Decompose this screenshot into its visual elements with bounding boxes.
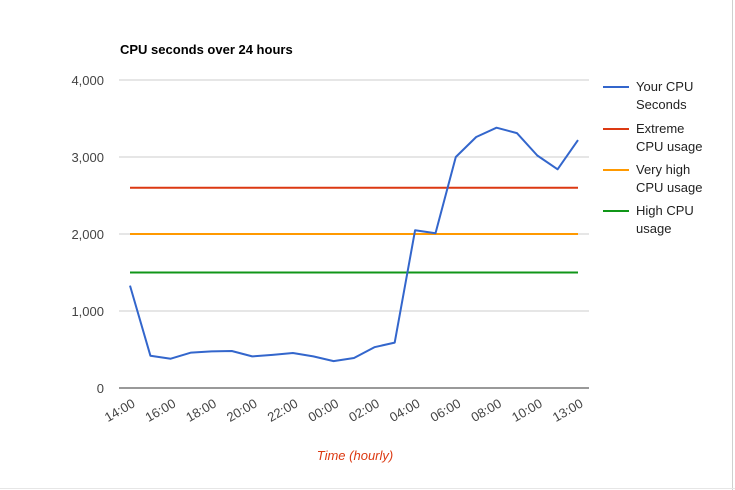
plot-series: [129, 126, 579, 363]
y-tick-label: 1,000: [71, 304, 104, 319]
x-axis-ticks: 14:00 16:00 18:00 20:00 22:00 00:00 02:00 04:00…: [102, 396, 586, 425]
x-tick-label: 06:00: [428, 396, 464, 425]
window-edge-right: [732, 0, 733, 490]
x-tick-label: 10:00: [509, 396, 545, 425]
y-axis-ticks: 0 1,000 2,000 3,000 4,000: [71, 73, 104, 396]
x-tick-label: 04:00: [387, 396, 423, 425]
legend-label: CPU usage: [636, 180, 702, 195]
x-tick-label: 08:00: [468, 396, 504, 425]
x-tick-label: 22:00: [265, 396, 301, 425]
legend-label: Very high: [636, 162, 690, 177]
x-tick-label: 14:00: [102, 396, 138, 425]
x-tick-label: 13:00: [550, 396, 586, 425]
legend-label: usage: [636, 221, 671, 236]
y-tick-label: 4,000: [71, 73, 104, 88]
window-edge-bottom: [0, 488, 735, 489]
legend-label: Your CPU: [636, 79, 693, 94]
legend-label: Extreme: [636, 121, 684, 136]
y-tick-label: 0: [97, 381, 104, 396]
legend: Your CPU Seconds Extreme CPU usage Very high…: [603, 79, 702, 236]
gridlines: [119, 79, 589, 312]
x-tick-label: 16:00: [143, 396, 179, 425]
chart-title: CPU seconds over 24 hours: [120, 42, 293, 57]
x-tick-label: 20:00: [224, 396, 260, 425]
x-tick-label: 02:00: [346, 396, 382, 425]
legend-label: High CPU: [636, 203, 694, 218]
x-axis-label: Time (hourly): [317, 448, 393, 463]
x-tick-label: 18:00: [183, 396, 219, 425]
series-line-0: [129, 126, 579, 363]
x-tick-label: 00:00: [305, 396, 341, 425]
y-tick-label: 3,000: [71, 150, 104, 165]
legend-label: CPU usage: [636, 139, 702, 154]
y-tick-label: 2,000: [71, 227, 104, 242]
legend-label: Seconds: [636, 97, 687, 112]
